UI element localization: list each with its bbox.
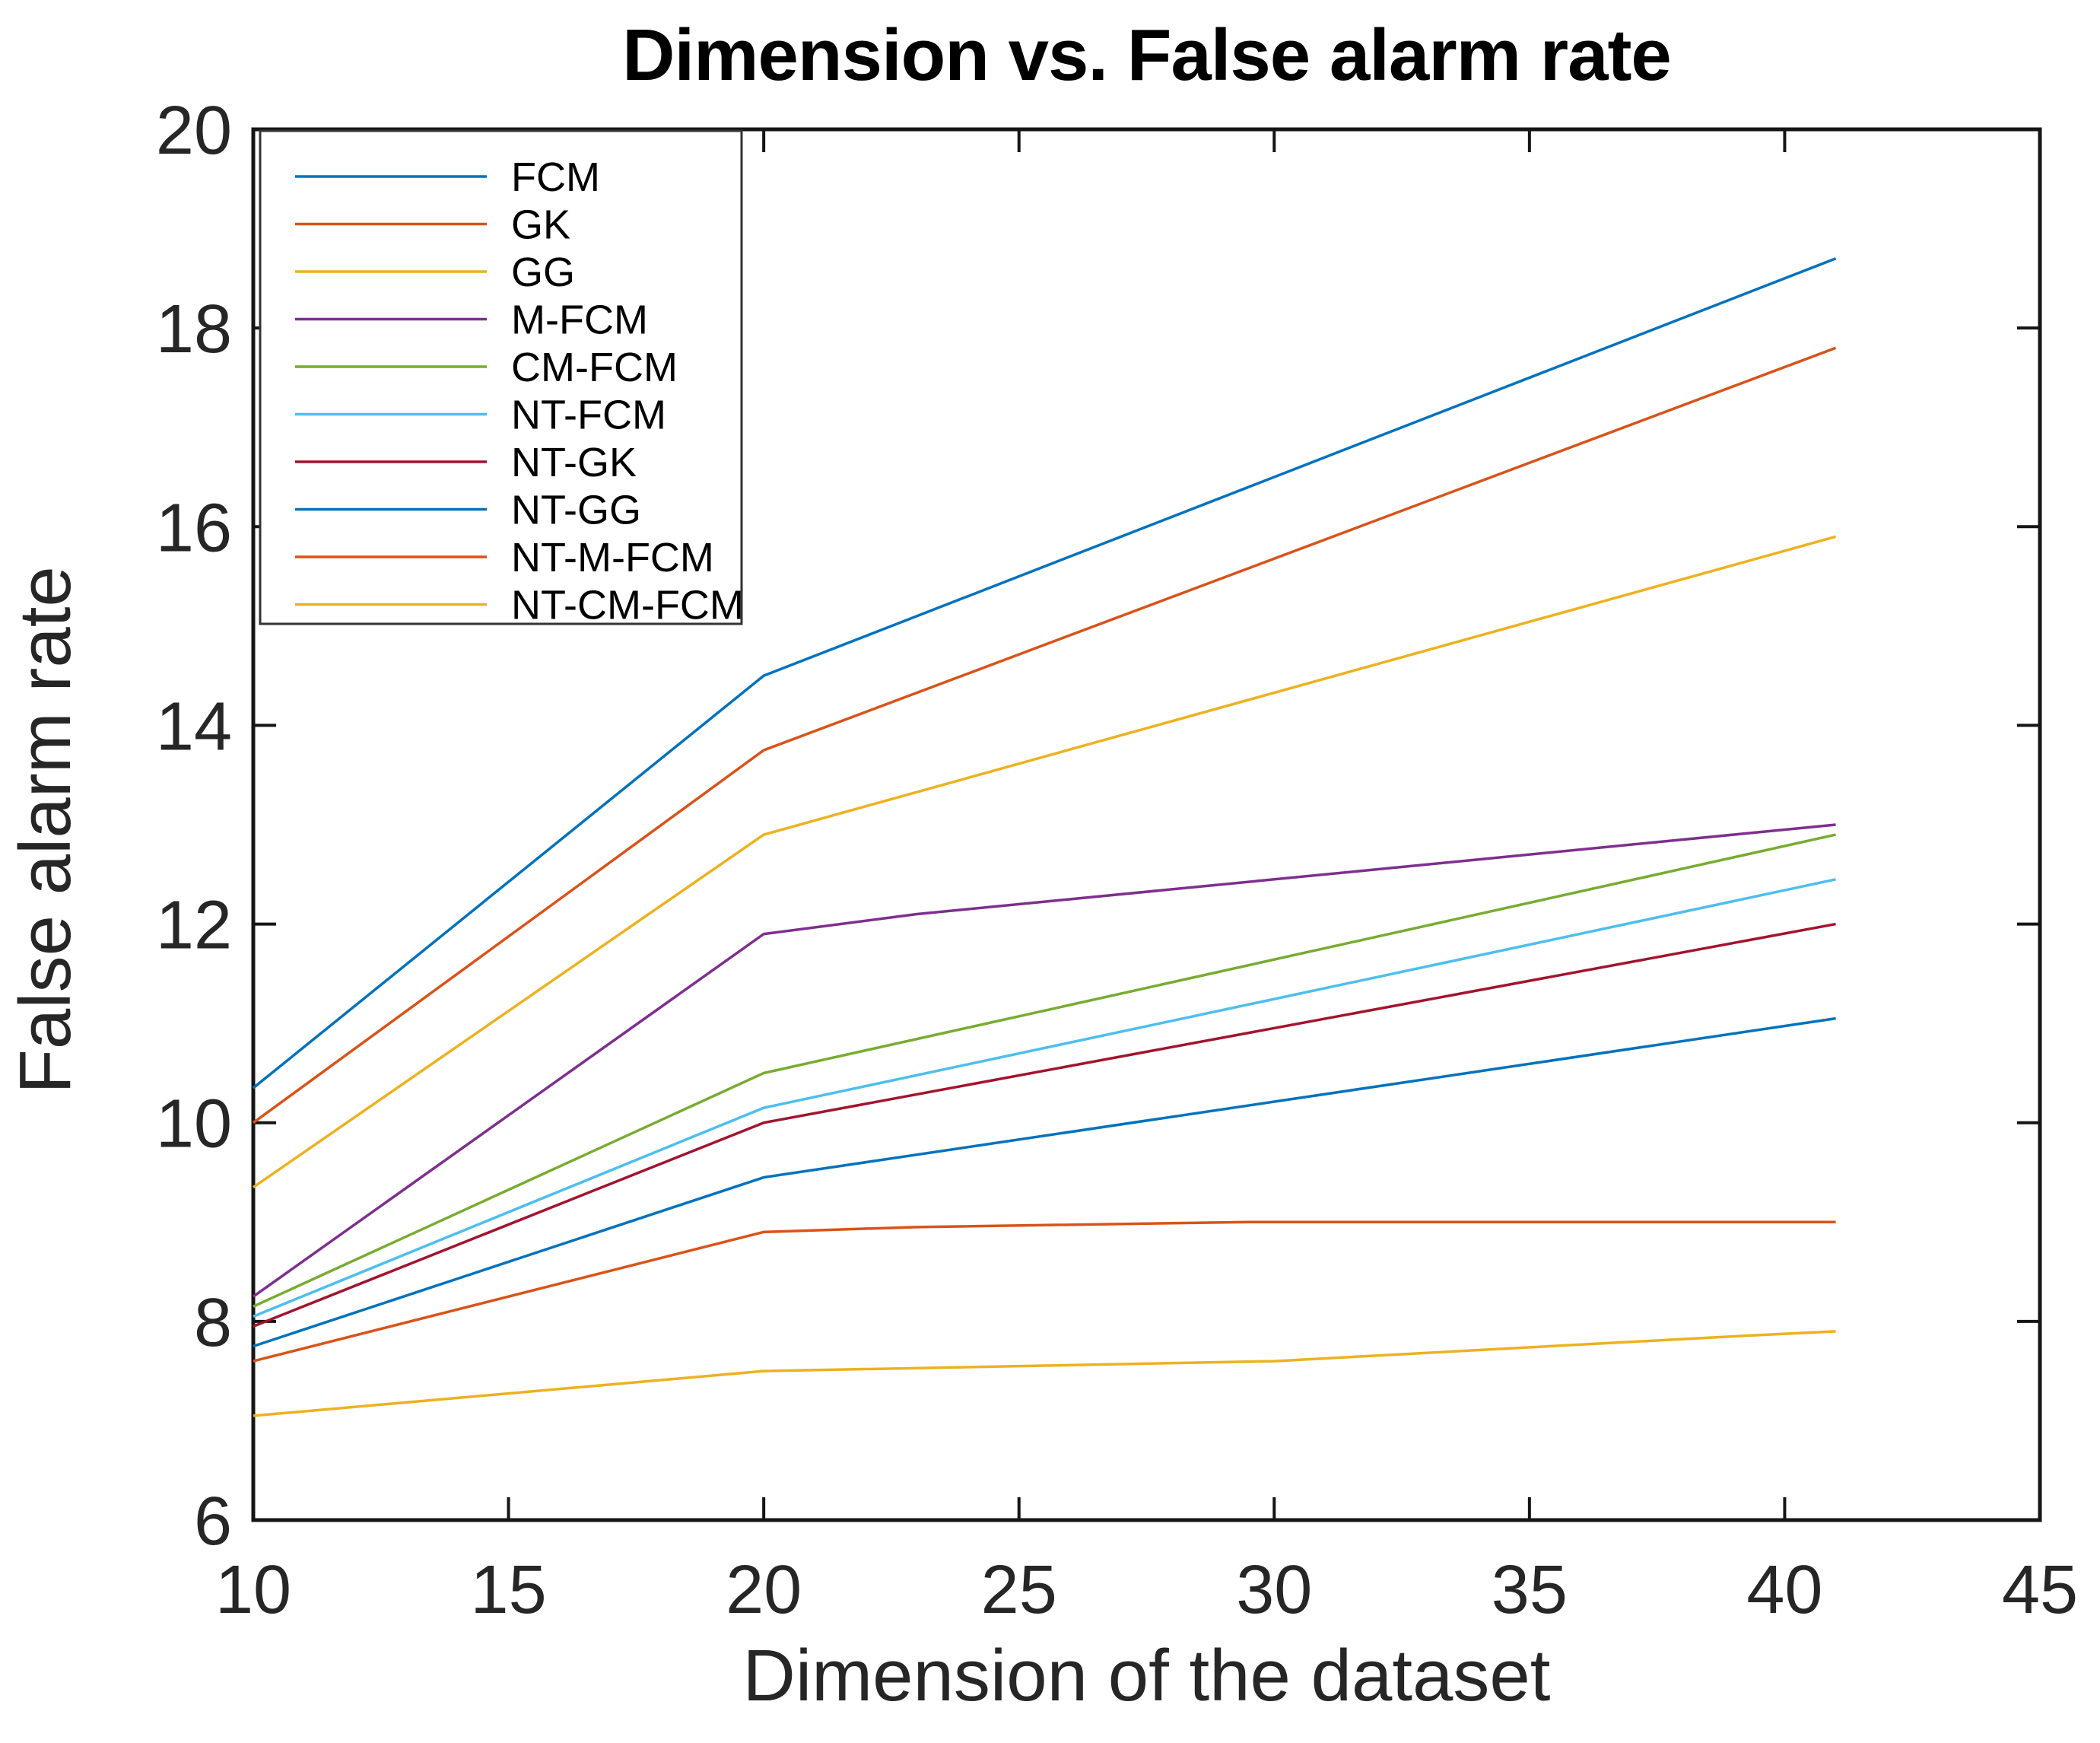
x-tick-label: 20	[726, 1552, 802, 1628]
plot-box	[251, 127, 2042, 1522]
x-tick-label: 40	[1746, 1552, 1822, 1628]
x-tick-label: 45	[2002, 1552, 2078, 1628]
series-line-FCM	[252, 257, 1837, 1089]
x-axis-label: Dimension of the dataset	[742, 1635, 1551, 1716]
chart-title: Dimension vs. False alarm rate	[622, 14, 1672, 96]
y-tick-label: 6	[194, 1484, 232, 1560]
legend-label-GK: GK	[511, 202, 570, 248]
series-line-NT-GG	[253, 1016, 1836, 1348]
series-line-NT-GK	[253, 922, 1836, 1328]
y-axis-label: False alarm rate	[5, 566, 86, 1094]
legend-label-NT-CM-FCM: NT-CM-FCM	[511, 583, 744, 628]
legend-label-NT-M-FCM: NT-M-FCM	[511, 535, 714, 580]
series-line-NT-FCM	[253, 878, 1836, 1318]
series-line-NT-CM-FCM	[253, 1330, 1836, 1417]
legend-label-NT-GG: NT-GG	[511, 488, 641, 533]
x-tick-label: 30	[1236, 1552, 1312, 1628]
legend-label-FCM: FCM	[511, 154, 600, 200]
x-tick-label: 10	[215, 1552, 291, 1628]
y-tick-label: 20	[156, 93, 232, 169]
x-tick-label: 15	[471, 1552, 547, 1628]
y-tick-label: 14	[156, 689, 232, 765]
legend-label-NT-FCM: NT-FCM	[511, 393, 666, 438]
y-tick-label: 16	[156, 490, 232, 566]
legend-label-GG: GG	[511, 250, 575, 295]
legend-label-CM-FCM: CM-FCM	[511, 345, 678, 390]
legend-box	[259, 129, 743, 625]
y-tick-label: 8	[194, 1285, 232, 1361]
x-tick-label: 25	[981, 1552, 1057, 1628]
x-tick-label: 35	[1492, 1552, 1568, 1628]
series-line-GK	[252, 346, 1837, 1124]
series-line-GG	[253, 535, 1837, 1189]
series-line-CM-FCM	[253, 833, 1836, 1308]
series-line-M-FCM	[252, 823, 1836, 1298]
legend-label-M-FCM: M-FCM	[511, 297, 648, 343]
y-tick-label: 18	[156, 291, 232, 367]
y-tick-label: 12	[156, 888, 232, 964]
series-line-NT-M-FCM	[253, 1220, 1836, 1363]
y-tick-label: 10	[156, 1086, 232, 1163]
legend-label-NT-GK: NT-GK	[511, 440, 637, 485]
